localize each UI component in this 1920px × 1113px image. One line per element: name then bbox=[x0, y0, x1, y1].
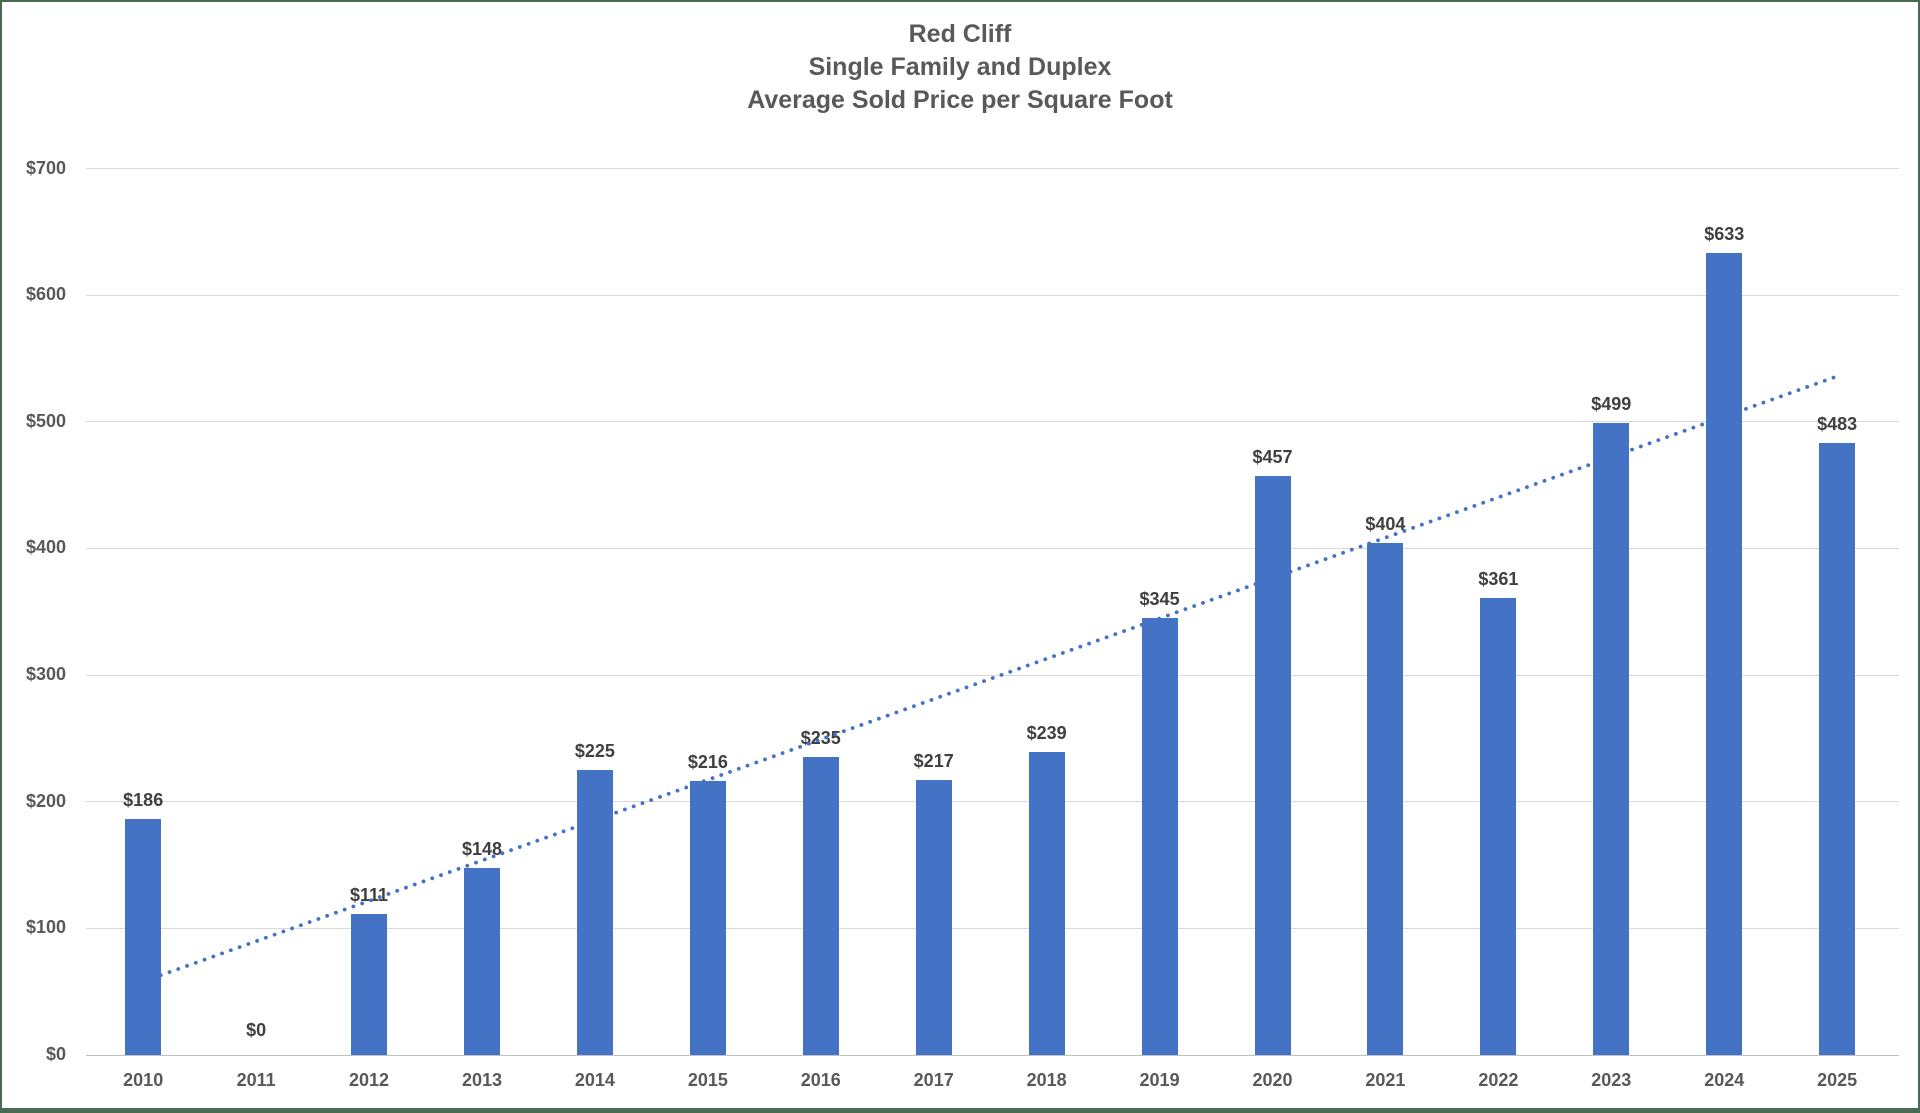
y-axis-tick-label: $100 bbox=[25, 917, 66, 938]
x-axis-tick-label-2012: 2012 bbox=[349, 1070, 390, 1090]
chart-title-line-3: Average Sold Price per Square Foot bbox=[747, 86, 1173, 114]
x-axis-tick-label-2015: 2015 bbox=[687, 1070, 728, 1090]
bar-2025 bbox=[1819, 443, 1856, 1055]
bar-2010 bbox=[125, 819, 162, 1055]
bar-2019 bbox=[1141, 618, 1178, 1055]
data-label-2021: $404 bbox=[1365, 514, 1406, 535]
data-label-2013: $148 bbox=[461, 838, 502, 859]
x-axis-tick-label-2017: 2017 bbox=[913, 1070, 954, 1090]
y-axis-tick-label: $700 bbox=[25, 157, 66, 178]
data-label-2020: $457 bbox=[1252, 447, 1293, 468]
x-axis-line bbox=[86, 1054, 1899, 1056]
bar-2017 bbox=[915, 780, 952, 1055]
x-axis-tick-label-2019: 2019 bbox=[1139, 1070, 1180, 1090]
data-label-2025: $483 bbox=[1817, 414, 1858, 435]
x-axis-tick-label-2013: 2013 bbox=[461, 1070, 502, 1090]
bar-2023 bbox=[1593, 423, 1630, 1055]
x-axis-tick-label-2025: 2025 bbox=[1817, 1070, 1858, 1090]
y-axis-tick-label: $200 bbox=[25, 790, 66, 811]
bar-2022 bbox=[1480, 597, 1517, 1055]
x-axis-tick-label-2011: 2011 bbox=[236, 1070, 276, 1090]
y-axis-tick-label: $500 bbox=[25, 410, 66, 431]
data-label-2014: $225 bbox=[574, 741, 615, 762]
chart-title: Red Cliff Single Family and Duplex Avera… bbox=[2, 18, 1918, 117]
x-axis-tick-label-2016: 2016 bbox=[800, 1070, 841, 1090]
data-label-2024: $633 bbox=[1704, 224, 1745, 245]
x-axis-tick-label-2021: 2021 bbox=[1365, 1070, 1406, 1090]
data-label-2023: $499 bbox=[1591, 394, 1632, 415]
x-axis-tick-label-2023: 2023 bbox=[1591, 1070, 1632, 1090]
x-axis-tick-label-2020: 2020 bbox=[1252, 1070, 1293, 1090]
gridline bbox=[86, 294, 1899, 296]
y-axis-tick-label: $600 bbox=[25, 284, 66, 305]
data-label-2017: $217 bbox=[913, 751, 954, 772]
bar-2020 bbox=[1254, 476, 1291, 1055]
data-label-2011: $0 bbox=[246, 1020, 267, 1040]
bar-2014 bbox=[576, 770, 613, 1055]
y-axis-tick-label: $400 bbox=[25, 537, 66, 558]
bar-2024 bbox=[1706, 253, 1743, 1055]
x-axis-tick-label-2010: 2010 bbox=[123, 1070, 164, 1090]
bar-2021 bbox=[1367, 543, 1404, 1055]
x-axis-tick-label-2014: 2014 bbox=[574, 1070, 615, 1090]
data-label-2019: $345 bbox=[1139, 589, 1180, 610]
bar-2018 bbox=[1028, 752, 1065, 1055]
data-label-2012: $111 bbox=[350, 885, 389, 906]
data-label-2018: $239 bbox=[1026, 723, 1067, 744]
bar-2015 bbox=[689, 781, 726, 1055]
bar-2012 bbox=[351, 914, 388, 1055]
data-label-2015: $216 bbox=[687, 752, 728, 773]
data-label-2010: $186 bbox=[123, 790, 164, 811]
chart-title-line-1: Red Cliff bbox=[908, 20, 1012, 48]
data-label-2022: $361 bbox=[1478, 568, 1519, 589]
bar-2013 bbox=[463, 867, 500, 1055]
x-axis-tick-label-2018: 2018 bbox=[1026, 1070, 1067, 1090]
x-axis-tick-label-2024: 2024 bbox=[1704, 1070, 1745, 1090]
gridline bbox=[86, 168, 1899, 170]
chart-title-line-2: Single Family and Duplex bbox=[808, 53, 1112, 81]
y-axis-tick-label: $0 bbox=[45, 1044, 66, 1064]
data-label-2016: $235 bbox=[800, 728, 841, 749]
x-axis-tick-label-2022: 2022 bbox=[1478, 1070, 1519, 1090]
bar-2016 bbox=[802, 757, 839, 1055]
y-axis-tick-label: $300 bbox=[25, 664, 66, 685]
